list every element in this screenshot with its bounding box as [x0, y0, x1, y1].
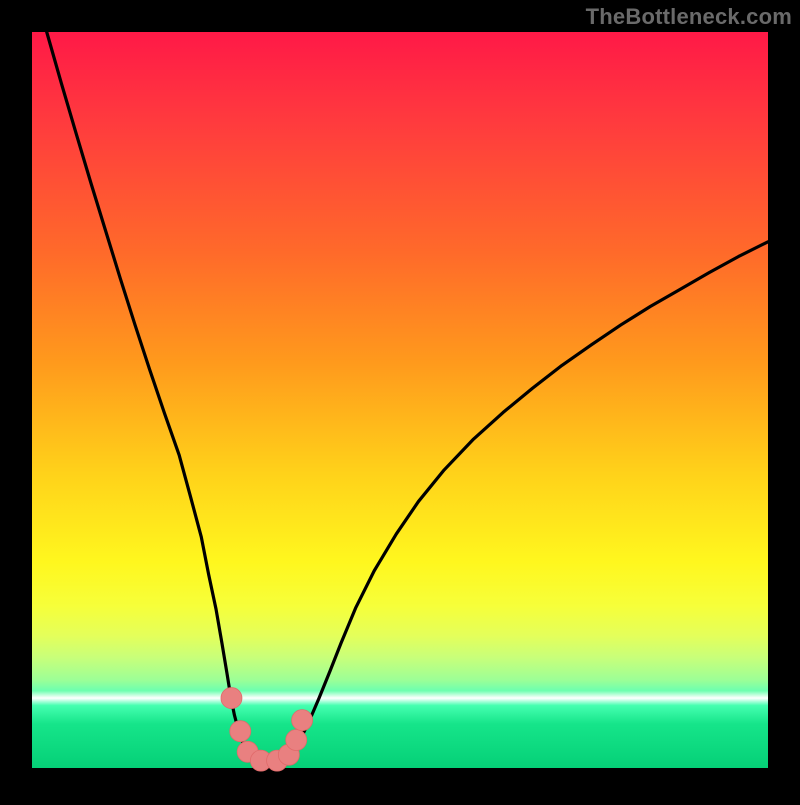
marker-dot [230, 721, 251, 742]
chart-frame [0, 0, 800, 800]
marker-dot [221, 688, 242, 709]
marker-dot [286, 730, 307, 751]
watermark-text: TheBottleneck.com [586, 4, 792, 30]
marker-dot [292, 710, 313, 731]
bottleneck-chart [0, 0, 800, 800]
gradient-background [32, 32, 768, 768]
